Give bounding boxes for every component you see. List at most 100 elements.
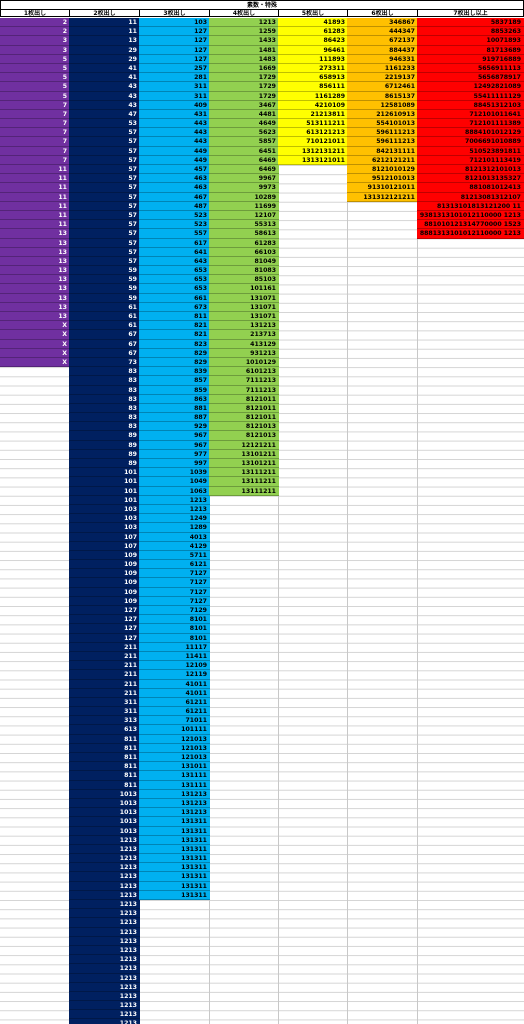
cell: 13 (0, 266, 70, 276)
cell: 101 (69, 468, 140, 478)
cell: 7 (0, 109, 70, 120)
cell: 1213 (69, 854, 140, 864)
cell: 919716889 (417, 54, 524, 64)
cell: 43 (69, 91, 140, 101)
cell: 11 (69, 18, 140, 28)
cell: 513111211 (278, 119, 348, 129)
cell: 127 (139, 36, 210, 46)
cell: 12107 (209, 210, 279, 221)
cell: 7127 (139, 569, 210, 579)
cell: 346867 (347, 18, 418, 28)
cell: 1213 (139, 495, 210, 505)
cell: 57 (69, 201, 140, 211)
cell: 12109 (139, 661, 210, 671)
cell: 7 (0, 119, 70, 129)
cell: 811 (69, 753, 140, 763)
cell: 211 (69, 642, 140, 652)
cell: 57 (69, 146, 140, 156)
cell: 131071 (209, 302, 279, 312)
cell: 5623 (209, 128, 279, 138)
cell: 131311 (139, 854, 210, 864)
cell: 4649 (209, 119, 279, 129)
cell: 127 (139, 54, 210, 64)
cell: 29 (69, 54, 140, 64)
cell: 81083 (209, 266, 279, 276)
cell: 1213 (69, 835, 140, 845)
cell: 712101111389 (417, 119, 524, 129)
cell: 211 (69, 688, 140, 698)
cell: 1312131211 (278, 146, 348, 156)
column-6: 346867 444347 672137 884437 946331 1161233 221… (347, 18, 418, 202)
cell: 641 (139, 247, 210, 257)
cell: 57 (69, 238, 140, 248)
cell: 21213811 (278, 109, 348, 120)
cell: 89 (69, 440, 140, 450)
cell: 213713 (209, 330, 279, 340)
cell: 131311 (139, 835, 210, 845)
cell: 1213 (69, 909, 140, 919)
cell: 11 (0, 192, 70, 202)
cell: 101161 (209, 284, 279, 294)
cell: 57 (69, 165, 140, 175)
cell: 643 (139, 256, 210, 267)
cell: 463 (139, 174, 210, 184)
cell: 6712461 (347, 82, 418, 92)
cell: 131311 (139, 890, 210, 900)
cell: 4481 (209, 109, 279, 120)
cell: 131071 (209, 293, 279, 303)
cell: 311 (139, 91, 210, 101)
cell: 9512101013 (347, 174, 418, 184)
cell: 1013 (69, 808, 140, 818)
cell: 6101213 (209, 367, 279, 377)
cell: 7127 (139, 587, 210, 597)
cell: 29 (69, 45, 140, 55)
cell: 1213 (69, 955, 140, 965)
cell: 211 (69, 661, 140, 671)
cell: 131311 (139, 844, 210, 855)
cell: 131071 (209, 312, 279, 322)
col-header-7: 7枚出し以上 (417, 9, 524, 17)
cell: 1259 (209, 27, 279, 37)
cell: 67 (69, 348, 140, 358)
cell: 13 (0, 293, 70, 303)
cell: 311 (69, 697, 140, 708)
cell: 9381313101012110000 1213 (417, 210, 524, 221)
cell: 11699 (209, 201, 279, 211)
cell: 1213 (69, 1001, 140, 1011)
cell: 1481 (209, 45, 279, 55)
cell: 13 (0, 256, 70, 267)
cell: 11 (0, 174, 70, 184)
cell: 7111213 (209, 376, 279, 386)
cell: 5 (0, 54, 70, 64)
cell: 661 (139, 293, 210, 303)
cell: 8881313101012110000 1213 (417, 229, 524, 239)
cell: 467 (139, 192, 210, 202)
cell: 281 (139, 73, 210, 83)
cell: 1483 (209, 54, 279, 64)
cell: 89 (69, 459, 140, 469)
cell: 131011 (139, 762, 210, 772)
cell: 1289 (139, 523, 210, 533)
cell: 449 (139, 155, 210, 165)
cell: 8853263 (417, 27, 524, 37)
cell: 7 (0, 100, 70, 110)
cell: 1013 (69, 798, 140, 809)
cell: X (0, 339, 70, 349)
cell: 881081012413 (417, 183, 524, 193)
cell: X (0, 330, 70, 340)
cell: 1213 (69, 1010, 140, 1020)
cell: 83 (69, 403, 140, 414)
cell: 109 (69, 596, 140, 606)
cell: 857 (139, 376, 210, 386)
cell: 10071893 (417, 36, 524, 46)
cell: 13 (0, 247, 70, 257)
cell: 41 (69, 73, 140, 83)
cell: 13 (0, 312, 70, 322)
cell: 1213 (69, 844, 140, 855)
cell: 887 (139, 413, 210, 423)
cell: 83 (69, 413, 140, 423)
cell: 57 (69, 220, 140, 230)
cell: 131111 (139, 771, 210, 781)
cell: 57 (69, 247, 140, 257)
cell: 8121013 (209, 422, 279, 432)
